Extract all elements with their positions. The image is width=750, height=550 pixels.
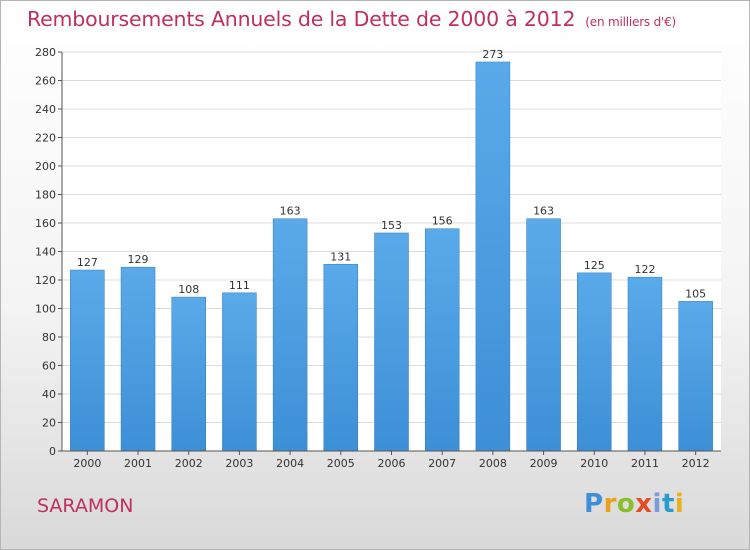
logo-letter: P	[584, 489, 604, 519]
bar	[526, 218, 561, 452]
y-tick-label: 220	[35, 132, 56, 145]
bar-value-label: 125	[584, 259, 605, 272]
logo-letter: o	[616, 489, 636, 519]
logo-letter: t	[661, 489, 675, 519]
x-tick-label: 2008	[479, 457, 507, 470]
bar-value-label: 131	[330, 250, 351, 263]
proxiti-logo: Proxiti	[584, 489, 684, 519]
city-name: SARAMON	[37, 495, 134, 517]
bar	[424, 228, 460, 452]
x-tick-label: 2000	[73, 457, 101, 470]
bar-value-label: 129	[128, 253, 149, 266]
y-tick-label: 80	[42, 331, 56, 344]
y-tick-label: 60	[42, 360, 56, 373]
x-tick-label: 2007	[428, 457, 456, 470]
bar-value-label: 273	[482, 48, 503, 61]
y-tick-label: 140	[35, 246, 56, 259]
bar	[70, 269, 105, 452]
x-tick-label: 2002	[175, 457, 203, 470]
x-tick-label: 2001	[124, 457, 152, 470]
x-tick-label: 2012	[682, 457, 710, 470]
y-tick-label: 20	[42, 417, 56, 430]
y-tick-label: 0	[49, 445, 56, 458]
bar	[272, 218, 308, 452]
y-tick-label: 40	[42, 388, 56, 401]
y-tick-label: 180	[35, 189, 56, 202]
x-tick-label: 2003	[225, 457, 253, 470]
bar-value-label: 163	[280, 205, 301, 218]
unit-note: (en milliers d'€)	[585, 15, 677, 29]
bar	[475, 61, 511, 452]
x-tick-label: 2009	[530, 457, 558, 470]
bar	[323, 264, 359, 452]
bar-value-label: 122	[634, 263, 655, 276]
bar	[120, 266, 156, 452]
y-tick-label: 120	[35, 274, 56, 287]
y-tick-label: 260	[35, 75, 56, 88]
logo-letter: x	[635, 489, 653, 519]
chart-title-text: Remboursements Annuels de la Dette de 20…	[27, 7, 576, 31]
x-tick-label: 2011	[631, 457, 659, 470]
bar	[678, 301, 713, 452]
y-tick-label: 160	[35, 217, 56, 230]
y-tick-label: 100	[35, 303, 56, 316]
bar-value-label: 163	[533, 205, 554, 218]
bar-value-label: 156	[432, 215, 453, 228]
y-tick-label: 240	[35, 103, 56, 116]
y-tick-label: 280	[35, 46, 56, 59]
bar	[577, 272, 612, 452]
x-tick-label: 2010	[580, 457, 608, 470]
x-tick-label: 2006	[378, 457, 406, 470]
bar	[171, 296, 206, 452]
bar-value-label: 111	[229, 279, 250, 292]
chart-title: Remboursements Annuels de la Dette de 20…	[27, 7, 676, 31]
logo-letter: r	[603, 489, 617, 519]
logo-letter: i	[674, 489, 685, 519]
bar-value-label: 127	[77, 256, 98, 269]
bar	[222, 292, 257, 452]
logo-letter: i	[652, 489, 662, 519]
x-tick-label: 2005	[327, 457, 355, 470]
y-tick-label: 200	[35, 160, 56, 173]
bar-value-label: 108	[178, 283, 199, 296]
bar-value-label: 153	[381, 219, 402, 232]
x-tick-label: 2004	[276, 457, 304, 470]
bar	[627, 276, 663, 452]
bar	[374, 232, 409, 452]
bar-value-label: 105	[685, 287, 706, 300]
